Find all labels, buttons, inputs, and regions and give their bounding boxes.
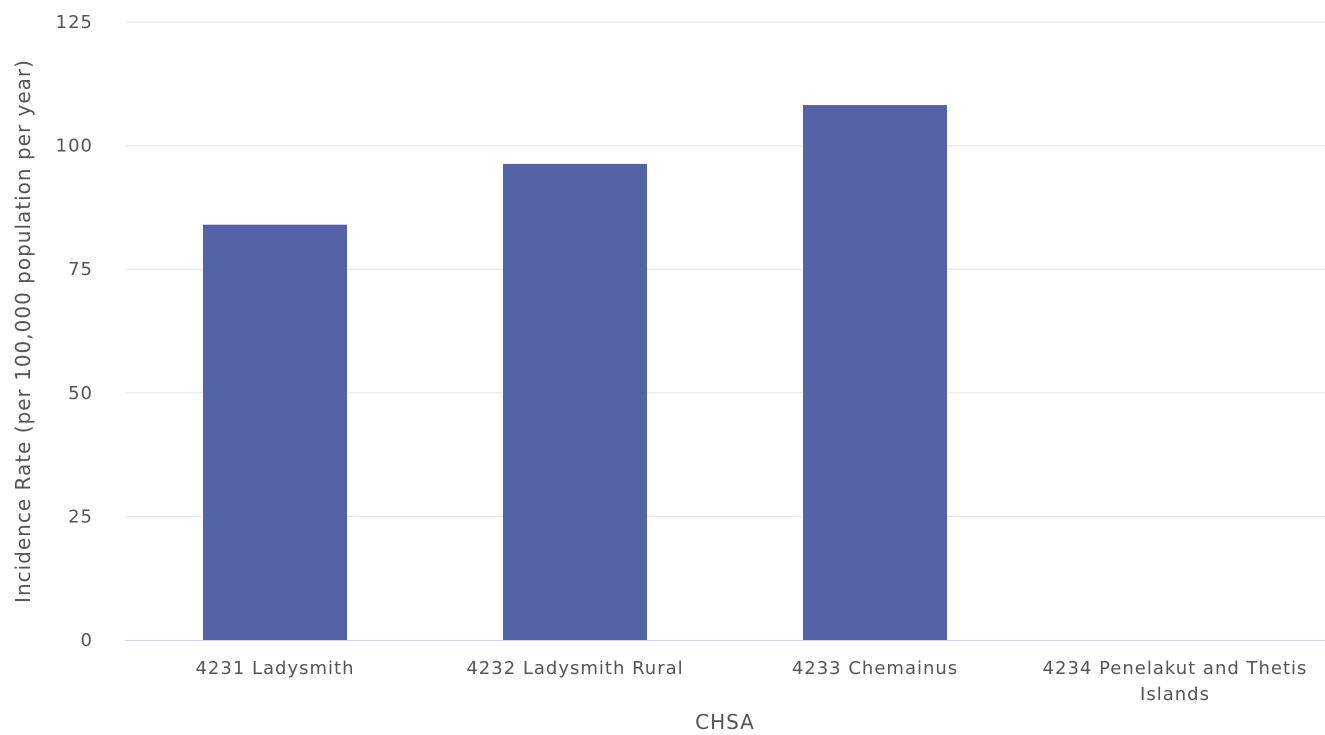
bar-2[interactable] <box>503 163 647 640</box>
y-tick-label: 75 <box>68 259 93 280</box>
y-tick-label: 25 <box>68 506 93 527</box>
x-tick-label-line: 4234 Penelakut and Thetis <box>1043 658 1308 679</box>
bar-3[interactable] <box>803 105 947 640</box>
x-tick-label-line: Islands <box>1140 684 1210 705</box>
x-tick-label: 4233 Chemainus <box>792 658 958 679</box>
x-tick-labels: 4231 Ladysmith 4232 Ladysmith Rural 4233 C… <box>195 658 1308 705</box>
y-tick-label: 125 <box>56 12 93 33</box>
y-tick-label: 50 <box>68 383 93 404</box>
y-tick-label: 0 <box>81 630 93 651</box>
x-tick-label: 4232 Ladysmith Rural <box>466 658 683 679</box>
y-axis-title: Incidence Rate (per 100,000 population p… <box>11 59 35 603</box>
x-axis-title: CHSA <box>695 710 755 734</box>
x-tick-label-line: 4232 Ladysmith Rural <box>466 658 683 679</box>
y-tick-labels: 0 25 50 75 100 125 <box>56 12 93 651</box>
x-tick-label: 4231 Ladysmith <box>195 658 354 679</box>
x-tick-label-line: 4231 Ladysmith <box>195 658 354 679</box>
x-tick-label: 4234 Penelakut and Thetis Islands <box>1043 658 1308 705</box>
bars <box>203 105 947 641</box>
bar-1[interactable] <box>203 224 347 641</box>
y-tick-label: 100 <box>56 136 93 157</box>
x-tick-label-line: 4233 Chemainus <box>792 658 958 679</box>
